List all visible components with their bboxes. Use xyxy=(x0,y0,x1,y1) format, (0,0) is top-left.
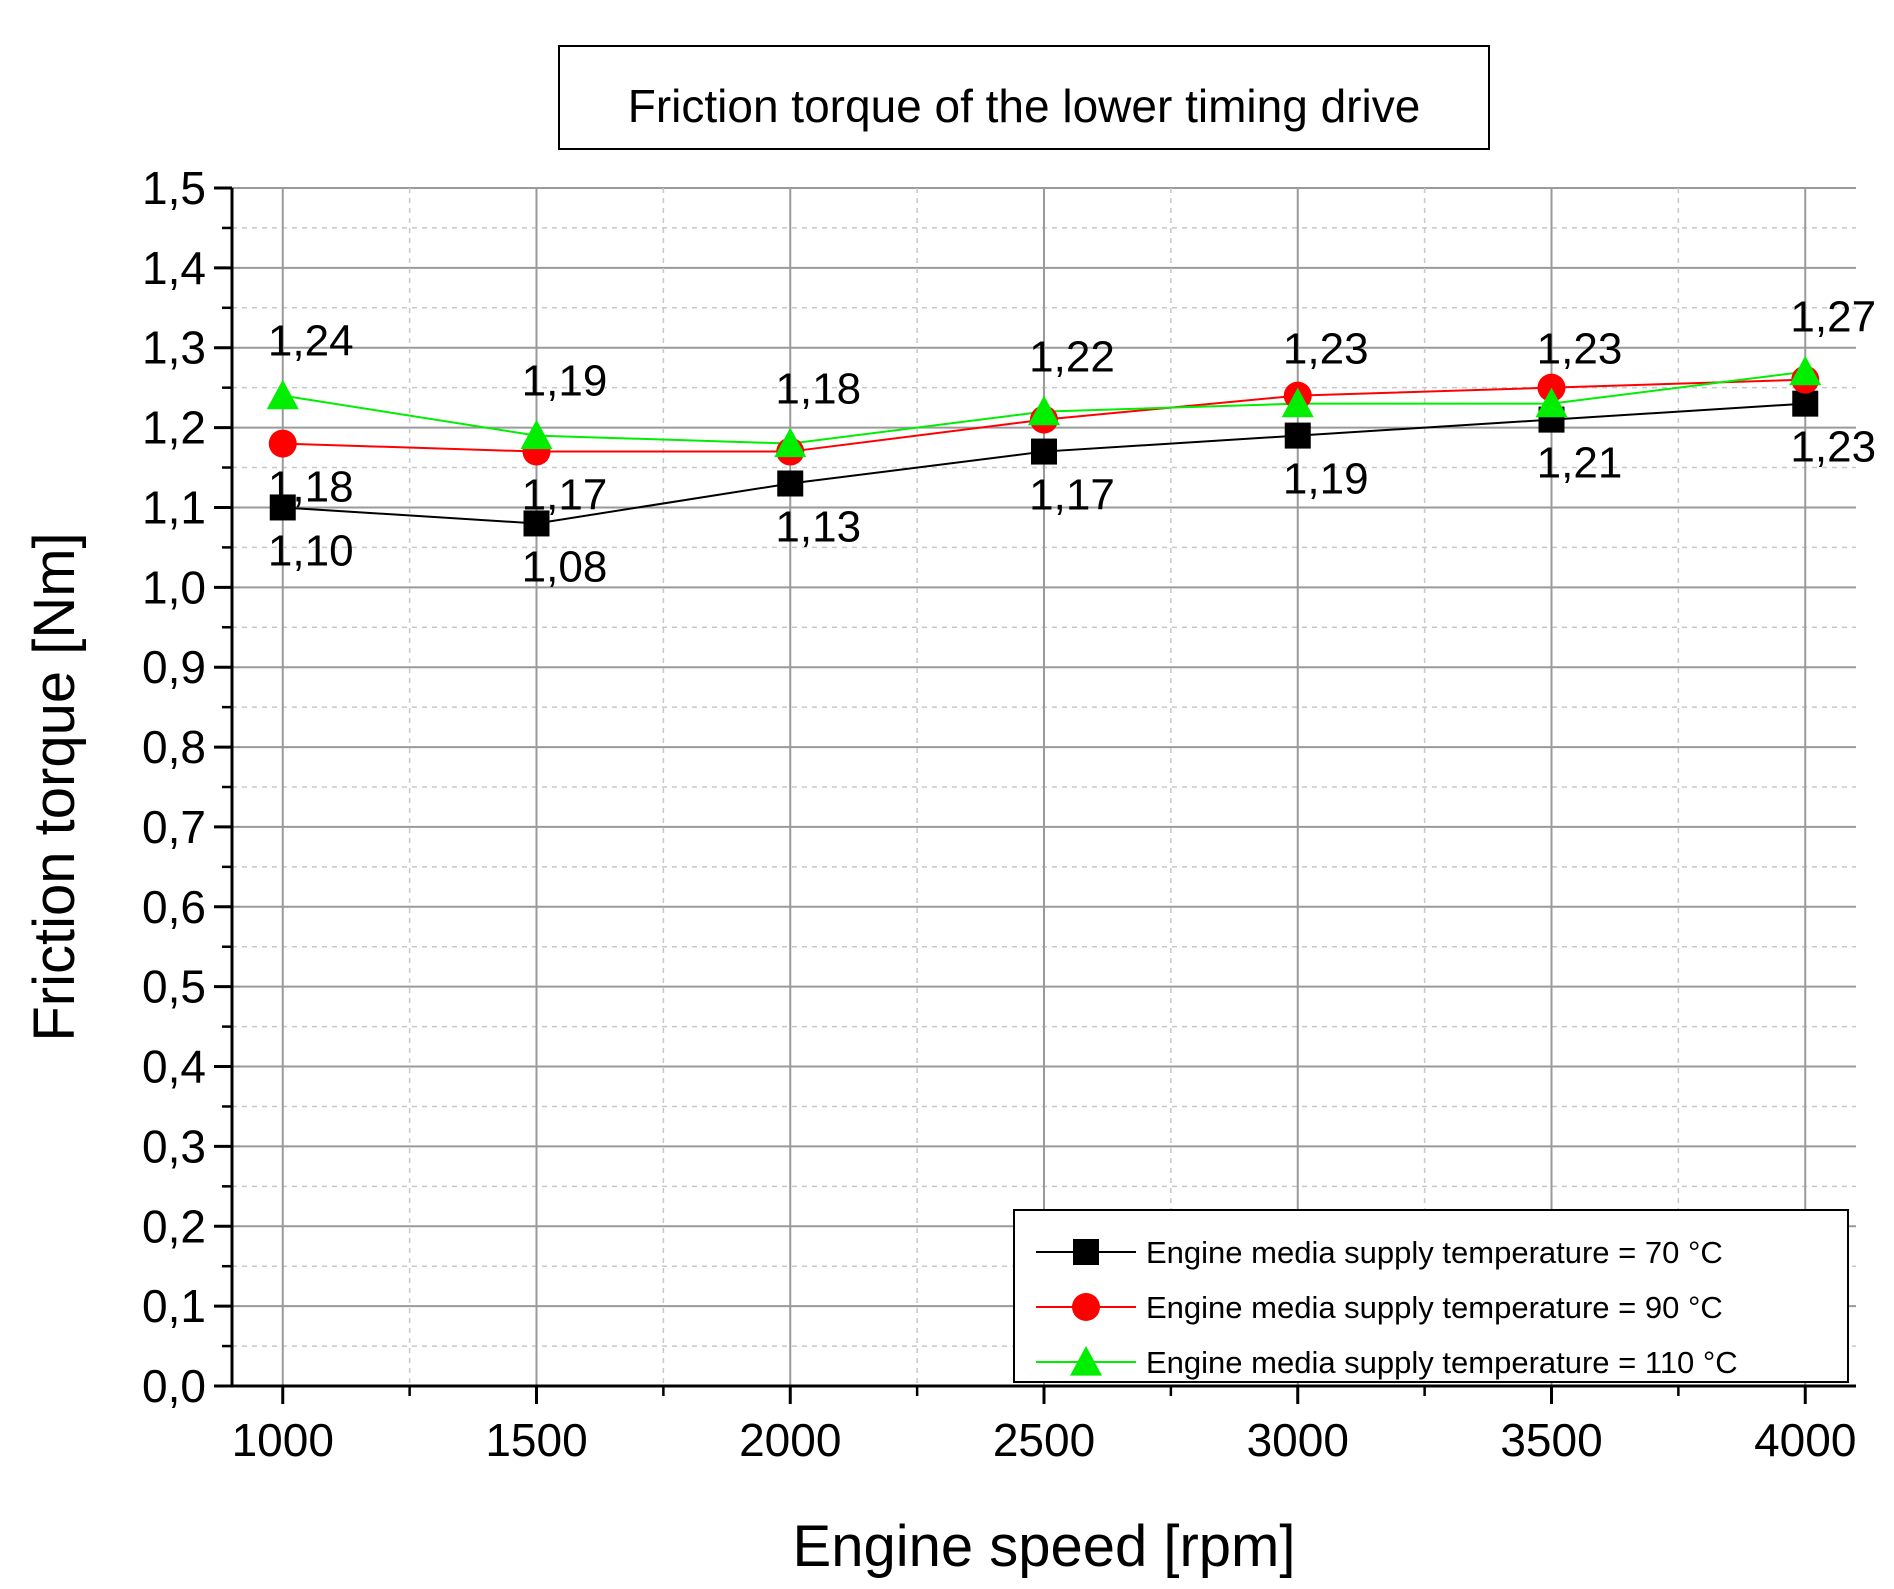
data-label: 1,22 xyxy=(1029,333,1115,382)
data-point-square xyxy=(1031,438,1057,465)
data-label: 1,19 xyxy=(522,357,608,406)
y-tick-label: 0,9 xyxy=(142,641,206,693)
data-point-square xyxy=(269,494,296,521)
y-tick-label: 0,7 xyxy=(142,801,206,853)
data-label: 1,19 xyxy=(1283,455,1369,504)
y-tick-label: 1,4 xyxy=(142,242,206,294)
series-markers xyxy=(266,355,1822,537)
data-label: 1,24 xyxy=(268,317,354,366)
data-label: 1,08 xyxy=(522,542,608,591)
x-tick-label: 1500 xyxy=(485,1414,587,1466)
data-label: 1,13 xyxy=(775,503,861,552)
data-point-triangle xyxy=(1281,387,1314,418)
data-point-triangle xyxy=(1535,387,1568,418)
y-tick-label: 1,5 xyxy=(142,162,206,214)
legend-marker-circle xyxy=(1072,1293,1100,1321)
y-tick-label: 0,8 xyxy=(142,721,206,773)
legend-label: Engine media supply temperature = 70 °C xyxy=(1146,1235,1723,1270)
x-tick-label: 3000 xyxy=(1247,1414,1349,1466)
legend-entries: Engine media supply temperature = 70 °C E… xyxy=(1036,1235,1738,1380)
data-label: 1,17 xyxy=(522,471,608,520)
data-label: 1,18 xyxy=(268,463,354,512)
legend-marker-square xyxy=(1073,1239,1099,1265)
y-tick-label: 1,3 xyxy=(142,322,206,374)
x-axis-title: Engine speed [rpm] xyxy=(793,1514,1296,1579)
x-tick-label: 3500 xyxy=(1500,1414,1602,1466)
y-tick-label: 0,4 xyxy=(142,1041,206,1093)
grid xyxy=(232,187,1856,1386)
data-point-square xyxy=(523,510,550,537)
legend: Engine media supply temperature = 70 °C E… xyxy=(1013,1209,1849,1383)
y-tick-label: 1,1 xyxy=(142,481,206,533)
x-tick-label: 2500 xyxy=(993,1414,1095,1466)
y-tick-label: 0,1 xyxy=(142,1280,206,1332)
y-tick-label: 0,5 xyxy=(142,961,206,1013)
x-tick-label: 2000 xyxy=(739,1414,841,1466)
data-point-triangle xyxy=(1028,395,1060,426)
y-tick-label: 1,0 xyxy=(142,561,206,613)
title-frame xyxy=(558,45,1490,150)
y-tick-label: 0,2 xyxy=(142,1200,206,1252)
legend-entry: Engine media supply temperature = 90 °C xyxy=(1036,1290,1723,1325)
data-label: 1,17 xyxy=(1029,471,1115,520)
x-ticks: 1000 1500 2000 2500 3000 3500 4000 xyxy=(232,1386,1856,1466)
legend-frame xyxy=(1013,1209,1849,1383)
data-label: 1,23 xyxy=(1537,325,1623,374)
chart-title: Friction torque of the lower timing driv… xyxy=(628,80,1421,132)
data-labels: 1,10 1,08 1,13 1,17 1,19 1,21 1,23 1,18 1,17 1,24… xyxy=(268,293,1876,592)
data-point-triangle xyxy=(520,419,553,450)
y-tick-label: 1,2 xyxy=(142,402,206,454)
legend-entry: Engine media supply temperature = 70 °C xyxy=(1036,1235,1723,1270)
y-ticks: 0,0 0,1 0,2 0,3 0,4 0,5 0,6 0,7 0,8 0,9 1,0 1,1 1,2 1… xyxy=(142,162,232,1412)
data-point-triangle xyxy=(266,379,299,410)
legend-entry: Engine media supply temperature = 110 °C xyxy=(1036,1345,1738,1380)
legend-marker-triangle xyxy=(1070,1346,1102,1376)
y-axis-title: Friction torque [Nm] xyxy=(22,532,87,1041)
x-tick-label: 1000 xyxy=(232,1414,334,1466)
legend-label: Engine media supply temperature = 90 °C xyxy=(1146,1290,1723,1325)
data-point-square xyxy=(1284,422,1311,449)
data-label: 1,23 xyxy=(1283,325,1369,374)
legend-label: Engine media supply temperature = 110 °C xyxy=(1146,1345,1738,1380)
data-label: 1,23 xyxy=(1790,423,1876,472)
data-point-square xyxy=(1792,390,1819,417)
data-label: 1,18 xyxy=(775,365,861,414)
y-tick-label: 0,3 xyxy=(142,1120,206,1172)
data-label: 1,27 xyxy=(1790,293,1876,342)
data-point-circle xyxy=(268,429,297,458)
data-point-square xyxy=(777,470,804,497)
x-tick-label: 4000 xyxy=(1754,1414,1856,1466)
data-point-triangle xyxy=(1789,355,1822,386)
y-tick-label: 0,0 xyxy=(142,1360,206,1412)
chart-title-box: Friction torque of the lower timing driv… xyxy=(558,45,1490,150)
data-point-triangle xyxy=(774,427,807,458)
data-label: 1,21 xyxy=(1537,439,1623,488)
y-tick-label: 0,6 xyxy=(142,881,206,933)
data-label: 1,10 xyxy=(268,526,354,575)
